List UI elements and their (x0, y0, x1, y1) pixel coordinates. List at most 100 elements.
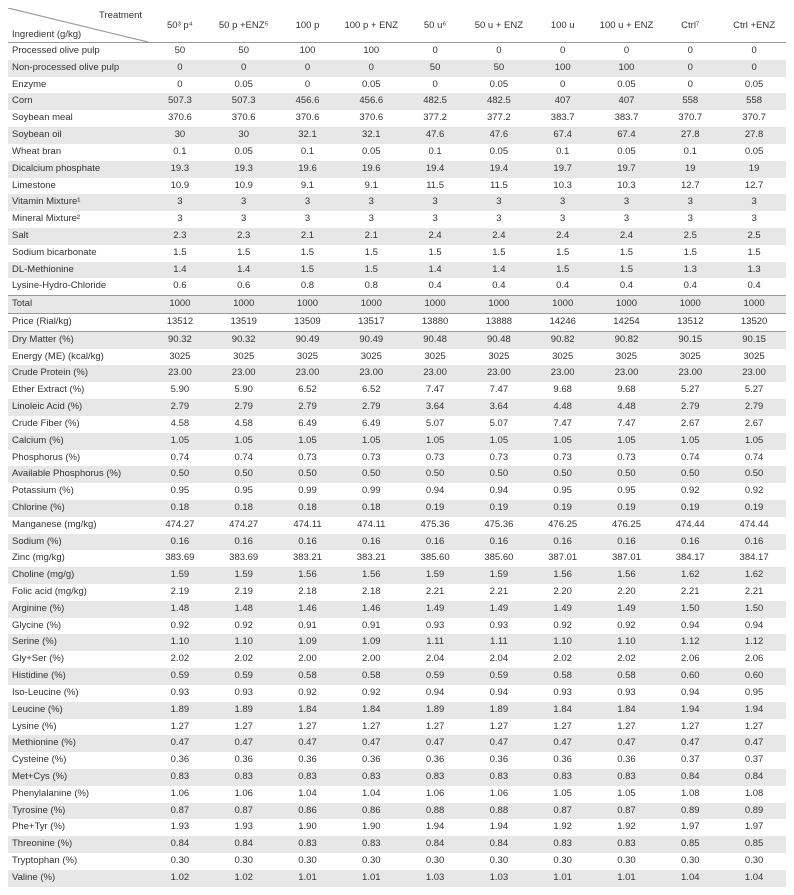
cell: 1.10 (531, 634, 595, 651)
cell: 0.74 (722, 450, 786, 467)
cell: 0.93 (595, 685, 659, 702)
cell: 1.3 (658, 262, 722, 279)
cell: 1.59 (467, 567, 531, 584)
cell: 0.83 (531, 836, 595, 853)
cell: 0.19 (467, 500, 531, 517)
cell: 0.95 (212, 483, 276, 500)
cell: 0 (276, 60, 340, 77)
row-label: Processed olive pulp (8, 43, 148, 60)
cell: 0.85 (658, 836, 722, 853)
row-label: Total (8, 296, 148, 314)
cell: 2.5 (722, 228, 786, 245)
cell: 1.5 (531, 245, 595, 262)
cell: 0.58 (531, 668, 595, 685)
cell: 3025 (722, 349, 786, 366)
cell: 0.87 (212, 803, 276, 820)
cell: 1.27 (403, 719, 467, 736)
row-label: Potassium (%) (8, 483, 148, 500)
cell: 1000 (276, 296, 340, 314)
cell: 1.5 (467, 245, 531, 262)
cell: 1000 (467, 296, 531, 314)
cell: 3 (595, 194, 659, 211)
cell: 90.32 (148, 331, 212, 348)
cell: 0.47 (212, 735, 276, 752)
cell: 0.60 (658, 668, 722, 685)
cell: 1.5 (595, 262, 659, 279)
cell: 2.18 (339, 584, 403, 601)
cell: 0.92 (212, 618, 276, 635)
cell: 0.18 (276, 500, 340, 517)
cell: 0.99 (339, 483, 403, 500)
cell: 456.6 (276, 93, 340, 110)
cell: 4.48 (595, 399, 659, 416)
table-row: Potassium (%)0.950.950.990.990.940.940.9… (8, 483, 786, 500)
table-row: Sodium (%)0.160.160.160.160.160.160.160.… (8, 534, 786, 551)
cell: 2.1 (276, 228, 340, 245)
cell: 1.4 (403, 262, 467, 279)
cell: 0.92 (531, 618, 595, 635)
cell: 1.27 (148, 719, 212, 736)
row-label: Vitamin Mixture¹ (8, 194, 148, 211)
cell: 2.79 (339, 399, 403, 416)
cell: 19.7 (595, 161, 659, 178)
cell: 0.59 (403, 668, 467, 685)
cell: 1.49 (595, 601, 659, 618)
table-row: Salt2.32.32.12.12.42.42.42.42.52.5 (8, 228, 786, 245)
cell: 14246 (531, 314, 595, 332)
cell: 6.49 (339, 416, 403, 433)
cell: 7.47 (403, 382, 467, 399)
table-row: Threonine (%)0.840.840.830.830.840.840.8… (8, 836, 786, 853)
cell: 23.00 (722, 365, 786, 382)
cell: 0.58 (339, 668, 403, 685)
cell: 0.30 (595, 853, 659, 870)
cell: 2.19 (148, 584, 212, 601)
cell: 0.4 (531, 278, 595, 295)
cell: 2.79 (722, 399, 786, 416)
cell: 0.73 (339, 450, 403, 467)
row-label: Soybean meal (8, 110, 148, 127)
cell: 0.87 (148, 803, 212, 820)
cell: 0.50 (403, 466, 467, 483)
row-label: Corn (8, 93, 148, 110)
cell: 3 (276, 211, 340, 228)
cell: 0.83 (276, 769, 340, 786)
cell: 13519 (212, 314, 276, 332)
cell: 3 (148, 194, 212, 211)
table-row: Crude Protein (%)23.0023.0023.0023.0023.… (8, 365, 786, 382)
row-label: Dicalcium phosphate (8, 161, 148, 178)
cell: 3 (148, 211, 212, 228)
cell: 19.3 (148, 161, 212, 178)
cell: 0.84 (403, 836, 467, 853)
table-row: DL-Methionine1.41.41.51.51.41.41.51.51.3… (8, 262, 786, 279)
table-row: Phe+Tyr (%)1.931.931.901.901.941.941.921… (8, 819, 786, 836)
cell: 9.1 (276, 178, 340, 195)
cell: 2.67 (658, 416, 722, 433)
cell: 1000 (595, 296, 659, 314)
cell: 0.94 (658, 618, 722, 635)
cell: 0.50 (212, 466, 276, 483)
cell: 3025 (148, 349, 212, 366)
cell: 0.92 (339, 685, 403, 702)
cell: 0.73 (276, 450, 340, 467)
cell: 383.21 (276, 550, 340, 567)
cell: 1.06 (467, 786, 531, 803)
cell: 1.56 (595, 567, 659, 584)
cell: 1.93 (148, 819, 212, 836)
cell: 0.73 (531, 450, 595, 467)
cell: 1.90 (276, 819, 340, 836)
cell: 383.7 (531, 110, 595, 127)
cell: 0.83 (339, 836, 403, 853)
cell: 1.27 (276, 719, 340, 736)
cell: 1.11 (403, 634, 467, 651)
cell: 2.3 (148, 228, 212, 245)
cell: 0.83 (339, 769, 403, 786)
row-label: Phe+Tyr (%) (8, 819, 148, 836)
cell: 370.7 (722, 110, 786, 127)
table-row: Tyrosine (%)0.870.870.860.860.880.880.87… (8, 803, 786, 820)
cell: 0.58 (276, 668, 340, 685)
table-row: Soybean oil303032.132.147.647.667.467.42… (8, 127, 786, 144)
table-row: Energy (ME) (kcal/kg)3025302530253025302… (8, 349, 786, 366)
cell: 2.79 (658, 399, 722, 416)
col-header: 50 u + ENZ (467, 8, 531, 43)
cell: 0.73 (403, 450, 467, 467)
